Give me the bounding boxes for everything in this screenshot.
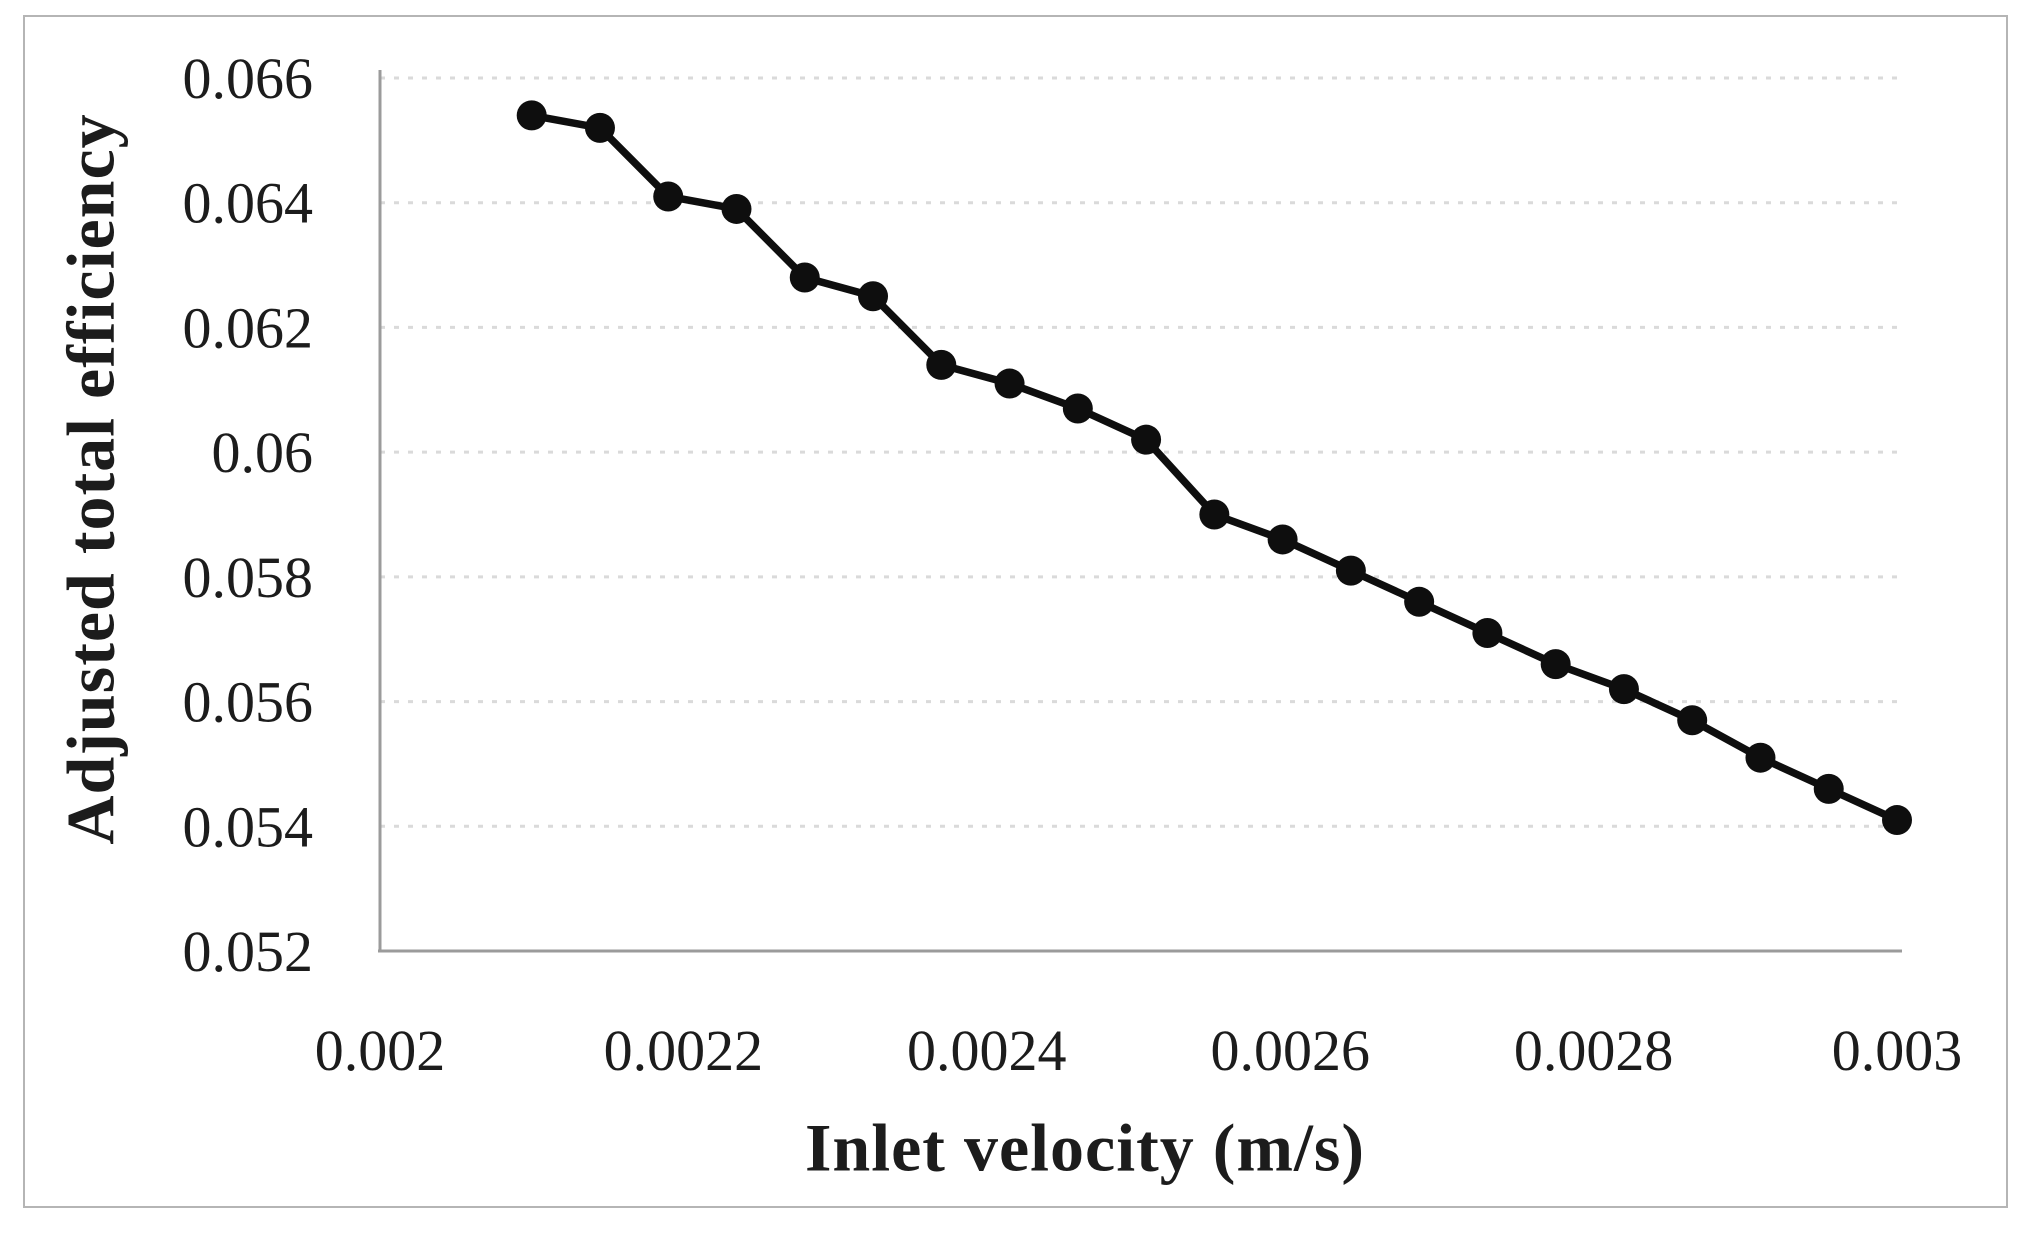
data-point-marker [1677,705,1708,736]
data-point-marker [653,181,684,212]
data-point-marker [1472,617,1503,648]
y-tick-label: 0.064 [183,171,314,236]
data-point-marker [1404,586,1435,617]
y-tick-label: 0.062 [183,295,314,360]
data-point-marker [926,349,957,380]
data-point-marker [994,368,1025,399]
x-tick-label: 0.002 [315,1018,446,1083]
y-tick-label: 0.056 [183,670,314,735]
x-tick-label: 0.0022 [604,1018,764,1083]
data-point-marker [1608,674,1639,705]
x-tick-label: 0.0026 [1210,1018,1370,1083]
data-point-marker [1199,499,1230,530]
data-point-marker [721,193,752,224]
data-point-marker [1335,555,1366,586]
y-axis-title: Adjusted total efficiency [52,113,129,845]
y-tick-label: 0.066 [183,46,314,111]
data-point-marker [1882,805,1912,836]
data-point-marker [1540,649,1571,680]
data-point-marker [1062,393,1093,424]
data-point-marker [1267,524,1298,555]
x-axis-title: Inlet velocity (m/s) [804,1109,1366,1186]
data-point-marker [1745,742,1776,773]
y-tick-label: 0.054 [183,794,314,859]
data-point-marker [789,262,820,293]
data-point-marker [584,112,615,143]
x-tick-label: 0.0028 [1514,1018,1674,1083]
y-tick-label: 0.052 [183,919,314,984]
data-point-marker [858,281,889,312]
data-point-marker [1131,424,1162,455]
x-tick-label: 0.003 [1832,1018,1963,1083]
data-point-marker [516,100,547,131]
x-tick-label: 0.0024 [907,1018,1067,1083]
data-point-marker [1813,773,1844,804]
y-tick-label: 0.058 [183,545,314,610]
y-tick-label: 0.06 [212,420,314,485]
